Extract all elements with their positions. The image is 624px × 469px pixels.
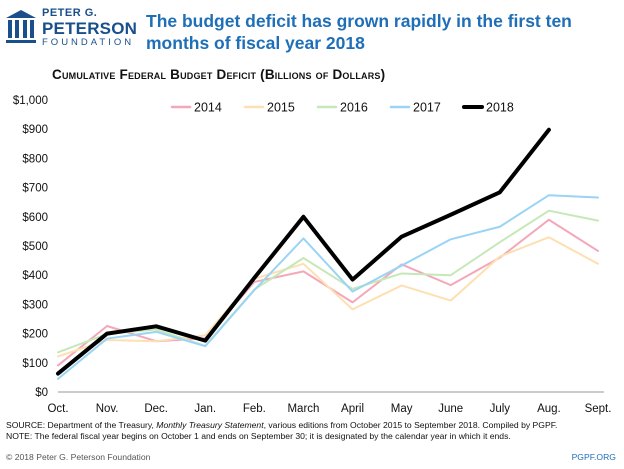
- source-prefix: SOURCE: Department of the Treasury,: [6, 420, 157, 430]
- legend-label-2014: 2014: [194, 101, 222, 115]
- y-tick-label: $500: [22, 241, 48, 253]
- source-publication: Monthly Treasury Statement: [156, 420, 264, 430]
- logo-line-3: FOUNDATION: [42, 37, 135, 48]
- series-line-2016: [57, 209, 599, 354]
- legend-label-2015: 2015: [267, 101, 295, 115]
- x-tick-label: April: [341, 403, 364, 415]
- y-tick-label: $700: [22, 183, 48, 195]
- x-tick-label: May: [391, 403, 413, 415]
- x-tick-label: Jan.: [194, 403, 216, 415]
- series-line-2015: [57, 236, 599, 358]
- y-tick-label: $300: [22, 299, 48, 311]
- page-title: The budget deficit has grown rapidly in …: [146, 11, 572, 53]
- legend-label-2017: 2017: [413, 101, 441, 115]
- x-tick-label: June: [438, 403, 463, 415]
- x-tick-label: Oct.: [47, 403, 68, 415]
- y-tick-label: $400: [22, 270, 48, 282]
- line-chart: $0 $100 $200 $300 $400 $500 $600 $700 $800 $900 $1…: [13, 95, 612, 415]
- y-tick-label: $100: [22, 358, 48, 370]
- y-tick-label: $800: [22, 153, 48, 165]
- source-suffix: , various editions from October 2015 to …: [263, 420, 558, 430]
- copyright: © 2018 Peter G. Peterson Foundation: [6, 452, 151, 462]
- x-tick-label: Aug.: [537, 403, 561, 415]
- x-tick-label: July: [490, 403, 511, 415]
- logo-line-1: PETER G.: [42, 7, 98, 19]
- x-tick-label: March: [287, 403, 319, 415]
- y-tick-label: $1,000: [13, 95, 48, 107]
- site-link[interactable]: PGPF.ORG: [571, 452, 616, 462]
- series-line-2014: [57, 218, 599, 367]
- legend-label-2016: 2016: [340, 101, 368, 115]
- y-tick-label: $600: [22, 212, 48, 224]
- x-tick-label: Sept.: [585, 403, 612, 415]
- x-tick-label: Nov.: [96, 403, 119, 415]
- legend-label-2018: 2018: [486, 101, 514, 115]
- source-note: SOURCE: Department of the Treasury, Mont…: [6, 420, 618, 442]
- y-tick-label: $0: [35, 387, 48, 399]
- fiscal-year-note: NOTE: The federal fiscal year begins on …: [6, 431, 511, 441]
- logo-line-2: PETERSON: [42, 19, 138, 38]
- x-tick-label: Feb.: [243, 403, 266, 415]
- foundation-logo: PETER G. PETERSON FOUNDATION: [6, 8, 137, 48]
- x-tick-label: Dec.: [144, 403, 168, 415]
- pillars-icon: [6, 10, 36, 43]
- y-tick-label: $900: [22, 124, 48, 136]
- logo-wordmark: PETER G. PETERSON FOUNDATION: [42, 8, 137, 48]
- series-line-2017: [57, 194, 599, 380]
- y-tick-label: $200: [22, 329, 48, 341]
- chart-title: Cumulative Federal Budget Deficit (Billi…: [52, 67, 386, 82]
- series-line-2018: [56, 127, 551, 376]
